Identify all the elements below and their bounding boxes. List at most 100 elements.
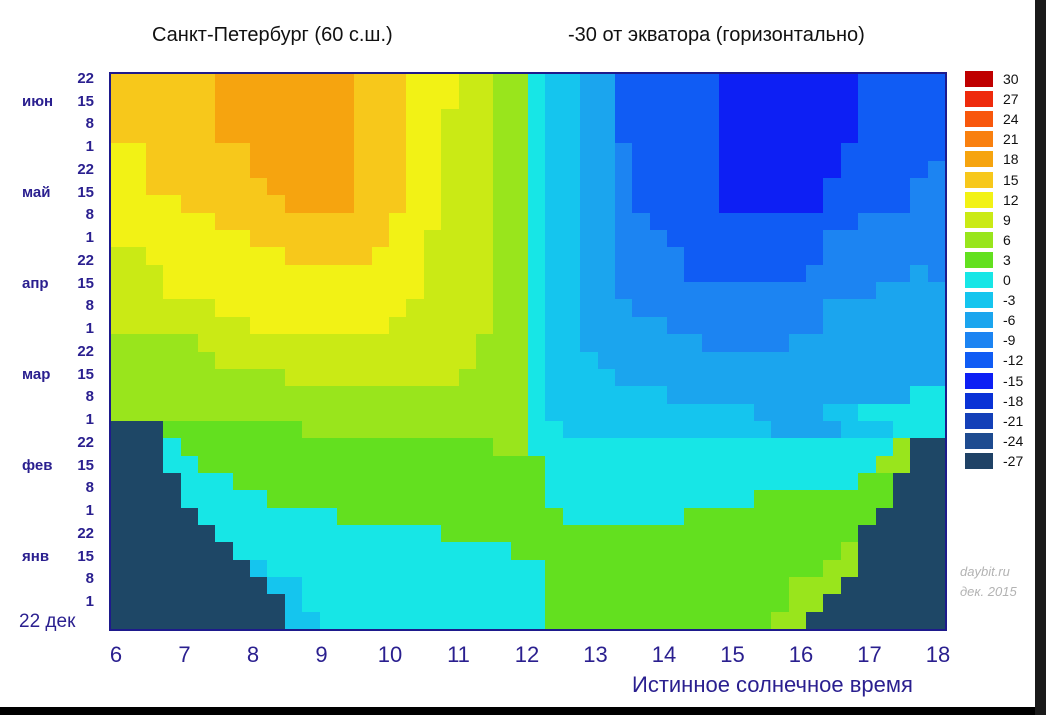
heatmap-cell [354, 91, 373, 110]
heatmap-cell [736, 91, 755, 110]
heatmap-cell [719, 576, 738, 595]
heatmap-cell [788, 594, 807, 613]
heatmap-cell [128, 420, 147, 439]
heatmap-cell [336, 507, 355, 526]
heatmap-cell [858, 490, 877, 509]
heatmap-cell [528, 386, 546, 405]
heatmap-cell [667, 420, 685, 439]
y-tick-label: 22 [77, 524, 94, 542]
heatmap-cell [753, 334, 772, 353]
heatmap-cell [910, 91, 929, 110]
colorbar-swatch [965, 332, 993, 349]
x-tick-label: 8 [246, 642, 260, 667]
heatmap-cell [319, 247, 338, 266]
heatmap-cell [771, 247, 790, 266]
heatmap-cell [701, 316, 720, 335]
heatmap-cell [858, 230, 877, 249]
heatmap-cell [389, 126, 407, 144]
heatmap-cell [458, 195, 477, 214]
heatmap-cell [858, 160, 877, 179]
heatmap-cell [840, 126, 859, 144]
colorbar-swatch [965, 372, 993, 389]
heatmap-cell [736, 438, 755, 457]
heatmap-cell [892, 143, 911, 162]
heatmap-cell [441, 212, 460, 231]
heatmap-cell [145, 160, 164, 179]
heatmap-cell [528, 299, 546, 318]
heatmap-cell [562, 420, 581, 439]
heatmap-cell [111, 438, 129, 457]
heatmap-cell [632, 403, 651, 422]
heatmap-cell [632, 524, 651, 543]
heatmap-cell [736, 212, 755, 231]
y-month-label: янв [22, 547, 50, 565]
heatmap-cell [614, 594, 633, 613]
heatmap-cell [614, 438, 633, 457]
heatmap-cell [528, 74, 546, 92]
heatmap-cell [163, 594, 182, 613]
heatmap-cell [806, 299, 824, 318]
colorbar-swatch [965, 412, 993, 429]
heatmap-cell [597, 264, 616, 283]
heatmap-cell [562, 108, 581, 127]
heatmap-cell [719, 351, 738, 370]
heatmap-cell [302, 316, 321, 335]
heatmap-cell [771, 282, 790, 301]
heatmap-cell [250, 507, 268, 526]
heatmap-cell [528, 264, 546, 283]
heatmap-cell [128, 438, 147, 457]
heatmap-cell [910, 264, 929, 283]
heatmap-cell [892, 368, 911, 387]
heatmap-cell [840, 490, 859, 509]
heatmap-cell [389, 594, 407, 613]
heatmap-cell [215, 403, 234, 422]
heatmap-cell [319, 559, 338, 578]
x-tick-label: 7 [178, 642, 191, 667]
heatmap-cell [701, 594, 720, 613]
heatmap-cell [493, 368, 512, 387]
heatmap-cell [806, 490, 824, 509]
heatmap-cell [423, 334, 442, 353]
heatmap-cell [389, 542, 407, 561]
heatmap-cell [753, 108, 772, 127]
heatmap-cell [580, 368, 599, 387]
heatmap-cell [649, 420, 668, 439]
heatmap-cell [423, 212, 442, 231]
heatmap-cell [145, 212, 164, 231]
heatmap-cell [406, 334, 425, 353]
heatmap-cell [406, 576, 425, 595]
heatmap-cell [701, 264, 720, 283]
heatmap-cell [910, 212, 929, 231]
heatmap-cell [528, 490, 546, 509]
heatmap-cell [736, 472, 755, 491]
heatmap-cell [580, 195, 599, 214]
heatmap-cell [163, 178, 182, 196]
heatmap-cell [649, 368, 668, 387]
heatmap-cell [580, 386, 599, 405]
colorbar-swatch [965, 292, 993, 309]
heatmap-cell [875, 576, 894, 595]
heatmap-cell [267, 368, 286, 387]
heatmap-cell [197, 74, 216, 92]
heatmap-cell [580, 438, 599, 457]
colorbar-label: 3 [1003, 251, 1011, 268]
heatmap-cell [145, 559, 164, 578]
heatmap-cell [128, 91, 147, 110]
heatmap-cell [597, 299, 616, 318]
heatmap-cell [145, 472, 164, 491]
heatmap-cell [145, 507, 164, 526]
heatmap-cell [145, 576, 164, 595]
heatmap-cell [910, 195, 929, 214]
heatmap-cell [684, 108, 703, 127]
colorbar-label: -3 [1003, 292, 1016, 309]
heatmap-cell [267, 490, 286, 509]
heatmap-cell [528, 178, 546, 196]
heatmap-cell [458, 438, 477, 457]
heatmap-cell [927, 559, 945, 578]
heatmap-cell [319, 611, 338, 629]
heatmap-cell [111, 195, 129, 214]
heatmap-cell [684, 611, 703, 629]
heatmap-cell [719, 316, 738, 335]
heatmap-cell [667, 542, 685, 561]
colorbar-swatch [965, 312, 993, 329]
